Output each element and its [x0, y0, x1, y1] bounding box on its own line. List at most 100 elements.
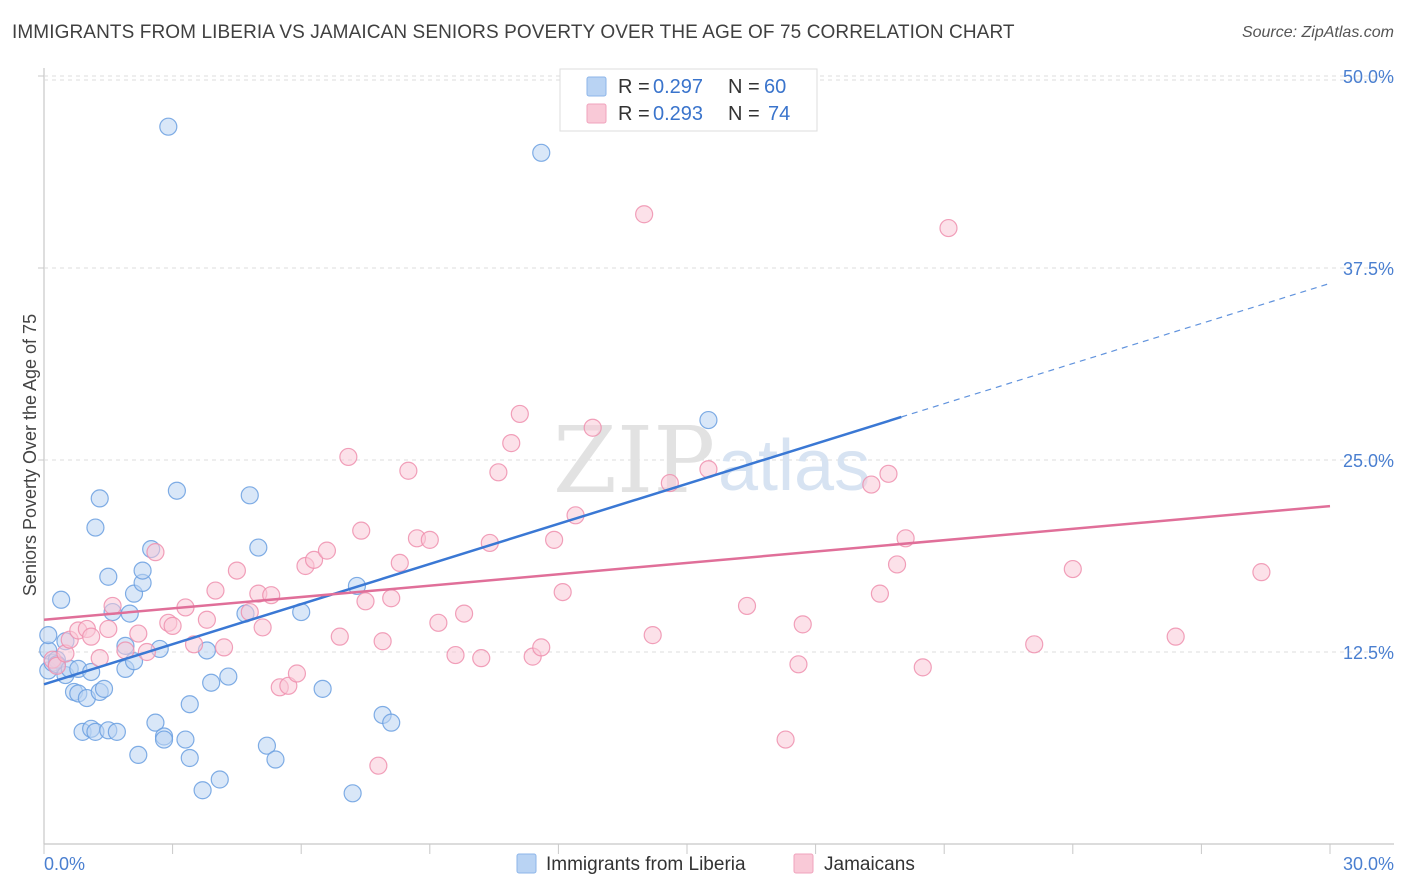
data-point-liberia [129, 745, 148, 765]
data-point-jamaicans [163, 616, 182, 635]
data-point-liberia [180, 695, 199, 714]
y-axis-label: Seniors Poverty Over the Age of 75 [20, 314, 40, 596]
data-point-liberia [257, 736, 277, 755]
data-point-jamaicans [489, 463, 508, 482]
data-point-jamaicans [420, 530, 439, 549]
chart-source: Source: ZipAtlas.com [1241, 24, 1394, 41]
data-point-jamaicans [737, 596, 757, 616]
data-point-jamaicans [317, 541, 337, 560]
data-point-liberia [180, 748, 199, 768]
data-point-jamaicans [502, 434, 521, 453]
data-point-jamaicans [887, 555, 907, 574]
watermark-zip: ZIP [553, 407, 715, 514]
data-point-jamaicans [472, 649, 491, 668]
legend-r-value-liberia: 0.297 [653, 76, 703, 98]
data-point-jamaicans [253, 618, 272, 637]
y-tick-label: 25.0% [1343, 451, 1394, 471]
data-point-jamaicans [339, 447, 358, 467]
data-point-jamaicans [870, 584, 890, 603]
x-axis-ticks [43, 844, 1331, 854]
y-axis-tick-labels: 12.5% 25.0% 37.5% 50.0% [1343, 67, 1394, 663]
data-point-jamaicans [382, 589, 401, 608]
data-point-liberia [313, 679, 332, 698]
legend-bottom: Immigrants from Liberia Jamaicans [516, 853, 915, 875]
data-point-jamaicans [1025, 635, 1044, 654]
data-point-jamaicans [553, 582, 572, 602]
trendline-jamaicans [43, 504, 1331, 621]
data-point-liberia [167, 481, 186, 500]
data-point-liberia [202, 673, 221, 692]
data-point-liberia [382, 713, 401, 732]
data-point-jamaicans [214, 638, 234, 657]
data-point-liberia [699, 410, 718, 430]
bottom-legend-swatch-liberia [516, 853, 537, 874]
y-tick-label: 12.5% [1343, 643, 1394, 663]
trendlines [43, 282, 1331, 686]
data-point-jamaicans [129, 624, 148, 643]
legend-top: R = 0.297 N = 60 R = 0.293 N = 74 [559, 68, 818, 132]
data-point-liberia [94, 679, 114, 698]
data-point-liberia [240, 486, 259, 505]
legend-n-label-jamaicans: N = [728, 103, 760, 125]
legend-r-label-jamaicans: R = [618, 103, 650, 125]
data-point-jamaicans [369, 756, 388, 775]
data-point-liberia [266, 750, 285, 769]
data-point-jamaicans [304, 550, 324, 569]
grid [38, 68, 1394, 845]
data-point-jamaicans [446, 645, 465, 665]
data-point-jamaicans [197, 610, 216, 629]
legend-n-value-liberia: 60 [764, 76, 786, 98]
bottom-legend-label-liberia: Immigrants from Liberia [546, 854, 746, 875]
x-tick-label-min: 0.0% [44, 854, 85, 874]
bottom-legend-swatch-jamaicans [793, 853, 814, 874]
data-point-liberia [249, 538, 268, 557]
data-point-jamaicans [146, 543, 165, 562]
data-point-jamaicans [454, 604, 474, 623]
legend-r-label-liberia: R = [618, 76, 650, 98]
data-point-liberia [532, 143, 551, 162]
data-point-jamaicans [793, 615, 812, 634]
data-point-jamaicans [356, 592, 375, 611]
data-point-jamaicans [99, 619, 118, 639]
data-point-jamaicans [82, 627, 101, 646]
data-point-liberia [159, 117, 178, 136]
data-point-jamaicans [532, 638, 551, 657]
data-point-jamaicans [47, 656, 66, 675]
data-point-jamaicans [939, 218, 958, 238]
data-point-liberia [90, 489, 109, 508]
data-point-jamaicans [429, 613, 448, 632]
series-jamaicans-points [43, 205, 1271, 775]
data-point-jamaicans [373, 632, 392, 651]
data-point-liberia [210, 770, 229, 789]
legend-r-value-jamaicans: 0.293 [653, 103, 703, 125]
data-point-liberia [52, 590, 71, 609]
data-point-jamaicans [287, 664, 307, 683]
data-point-jamaicans [103, 596, 122, 616]
data-point-jamaicans [206, 581, 225, 600]
data-point-jamaicans [862, 475, 881, 494]
data-point-jamaicans [227, 561, 246, 580]
data-point-jamaicans [545, 530, 564, 549]
data-point-jamaicans [913, 658, 932, 677]
chart-title: IMMIGRANTS FROM LIBERIA VS JAMAICAN SENI… [12, 22, 1015, 43]
y-tick-label: 37.5% [1343, 259, 1394, 279]
data-point-jamaicans [879, 464, 898, 483]
data-point-liberia [86, 518, 105, 537]
data-point-jamaicans [279, 676, 298, 695]
trendline-liberia-extension [901, 282, 1331, 418]
data-point-jamaicans [635, 205, 654, 224]
legend-swatch-jamaicans [586, 103, 607, 124]
data-point-jamaicans [352, 521, 371, 540]
data-point-liberia [146, 713, 165, 732]
data-point-jamaicans [1063, 559, 1082, 579]
legend-swatch-liberia [586, 76, 607, 97]
data-point-liberia [133, 561, 152, 580]
data-point-jamaicans [390, 553, 409, 573]
data-point-jamaicans [643, 626, 662, 645]
data-point-liberia [176, 730, 195, 749]
data-point-liberia [219, 667, 238, 686]
data-point-jamaicans [776, 730, 795, 749]
data-point-liberia [107, 722, 126, 741]
data-point-jamaicans [789, 655, 808, 674]
